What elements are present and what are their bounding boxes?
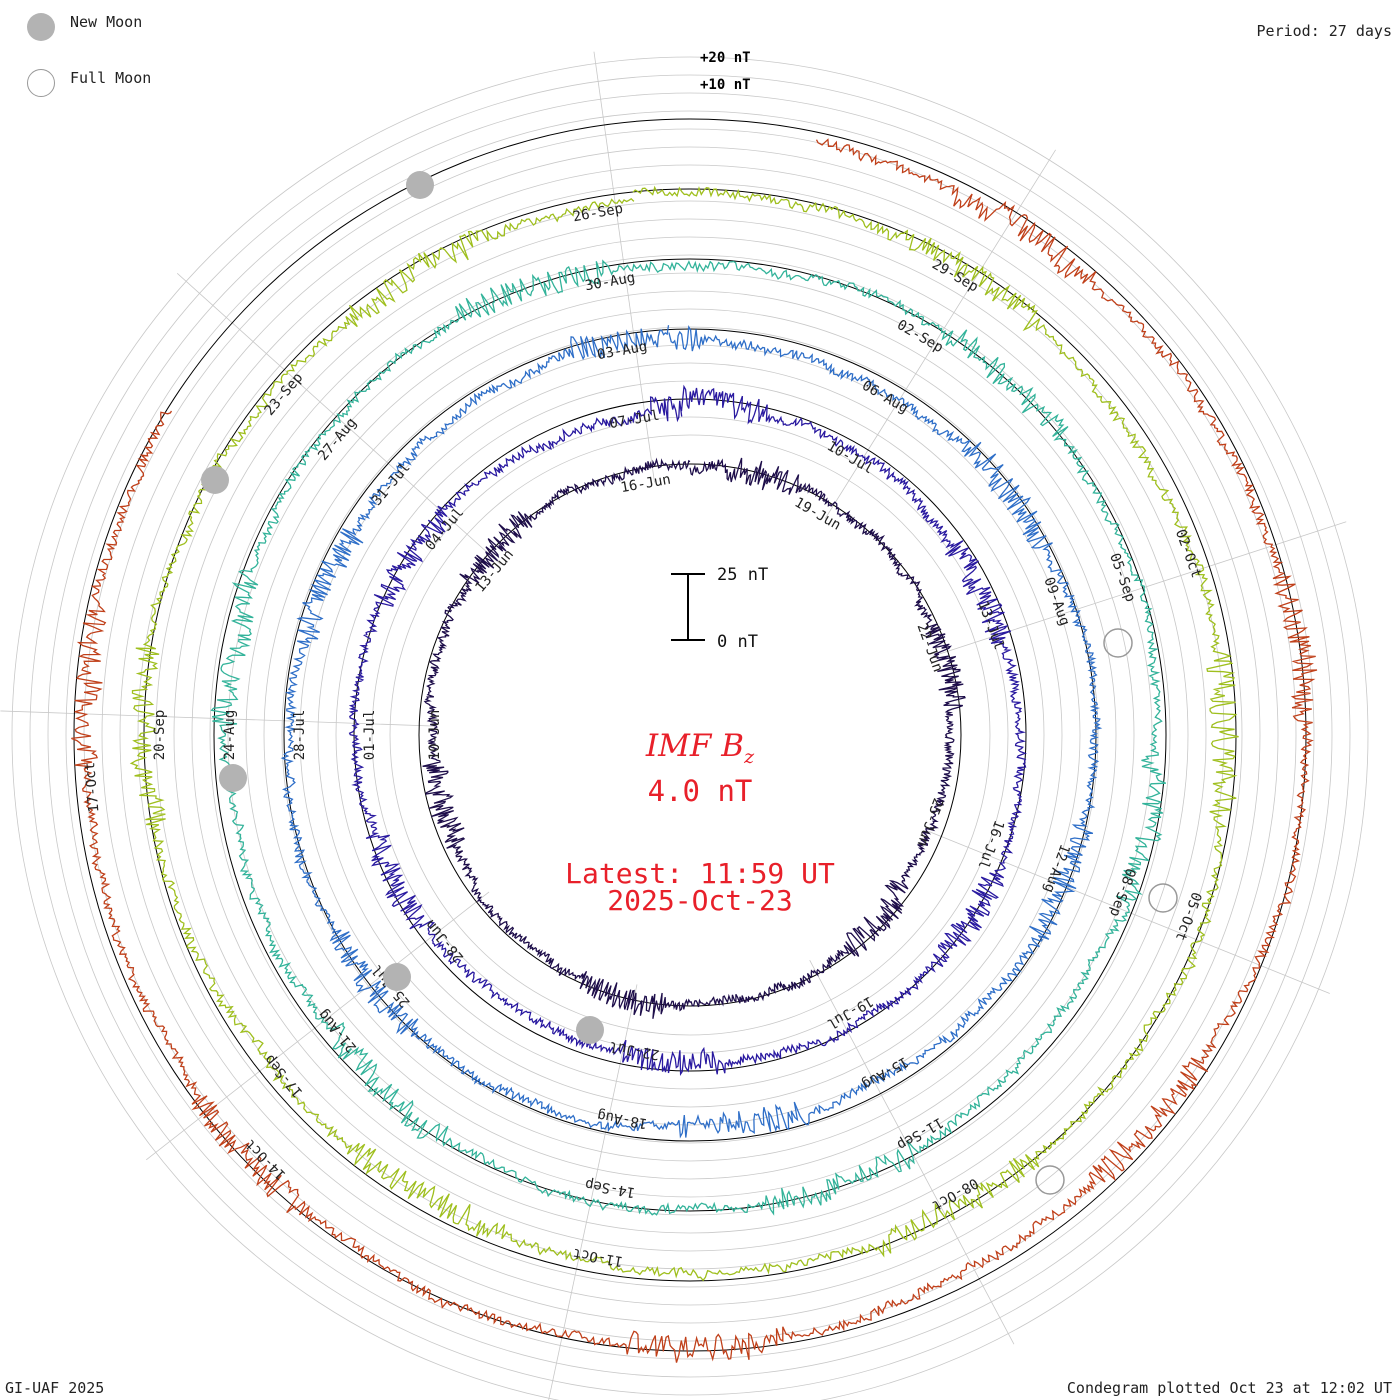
- grid-circle: [335, 380, 1045, 1090]
- grid-circle: [245, 290, 1135, 1180]
- grid-circle: [173, 218, 1207, 1252]
- period-label: Period: 27 days: [1256, 22, 1392, 40]
- date-tick-label: 17-Sep: [262, 1051, 307, 1100]
- chart-title: IMF Bz: [0, 728, 1400, 768]
- scale-bar-top-label: 25 nT: [717, 565, 768, 585]
- new-moon-marker: [201, 466, 229, 494]
- new-moon-legend-icon: [27, 13, 55, 41]
- grid-spoke: [146, 891, 490, 1161]
- date-tick-label: 02-Sep: [894, 317, 946, 356]
- series-line: [210, 259, 1167, 1216]
- date-tick-label: 20-Sep: [152, 710, 168, 761]
- grid-spoke: [932, 521, 1347, 657]
- grid-circle: [317, 362, 1063, 1108]
- zero-baseline: [418, 463, 962, 1007]
- date-tick-label: 06-Aug: [859, 378, 911, 417]
- date-tick-label: 27-Aug: [315, 415, 360, 464]
- latest-time: Latest: 11:59 UT: [565, 857, 835, 890]
- series-line: [348, 384, 1028, 1077]
- date-tick-label: 16-Jun: [619, 472, 672, 497]
- date-tick-label: 17-Oct: [82, 761, 102, 813]
- grid-circle: [137, 182, 1243, 1288]
- grid-circle: [101, 146, 1279, 1324]
- new-moon-marker: [219, 764, 247, 792]
- latest-date: 2025-Oct-23: [607, 884, 793, 917]
- credit-label: GI-UAF 2025: [5, 1379, 105, 1397]
- grid-circle: [29, 74, 1351, 1396]
- scale-bar-bottom-label: 0 nT: [717, 632, 758, 652]
- full-moon-legend-label: Full Moon: [70, 69, 152, 87]
- date-tick-label: 24-Aug: [222, 710, 238, 761]
- date-tick-label: 05-Sep: [1106, 551, 1138, 604]
- grid-circle: [119, 164, 1261, 1306]
- scale-label: +10 nT: [700, 77, 751, 93]
- title-main: IMF B: [645, 728, 745, 764]
- zero-baseline: [213, 258, 1167, 1212]
- grid-circle: [155, 200, 1225, 1270]
- date-tick-label: 19-Jul: [824, 993, 876, 1032]
- date-tick-label: 07-Jul: [608, 408, 661, 433]
- zero-baseline: [143, 188, 1237, 1282]
- date-tick-label: 11-Oct: [572, 1245, 625, 1270]
- grid-spoke: [593, 51, 655, 483]
- date-tick-label: 13-Jul: [975, 599, 1007, 652]
- date-tick-label: 02-Oct: [1172, 527, 1204, 580]
- new-moon-legend-label: New Moon: [70, 13, 143, 31]
- grid-circle: [281, 326, 1099, 1144]
- date-tick-label: 26-Sep: [572, 201, 625, 226]
- date-tick-label: 30-Aug: [584, 270, 637, 295]
- grid-circle: [371, 416, 1009, 1054]
- series-line: [71, 138, 1318, 1363]
- date-tick-label: 19-Jun: [792, 495, 844, 534]
- grid-circle: [191, 236, 1189, 1234]
- series-line: [422, 457, 966, 1019]
- grid-circle: [65, 110, 1315, 1360]
- grid-circle: [209, 254, 1171, 1216]
- full-moon-legend-icon: [27, 69, 55, 97]
- new-moon-marker: [383, 963, 411, 991]
- grid-circle: [47, 92, 1333, 1378]
- series-line: [280, 325, 1103, 1139]
- date-tick-label: 22-Jul: [608, 1038, 661, 1063]
- full-moon-marker: [1035, 1165, 1065, 1195]
- new-moon-marker: [406, 171, 434, 199]
- grid-circle: [11, 56, 1369, 1400]
- date-tick-label: 10-Jun: [427, 710, 443, 761]
- grid-circle: [227, 272, 1153, 1198]
- date-tick-label: 15-Aug: [859, 1053, 911, 1092]
- grid-circle: [389, 434, 991, 1036]
- current-value: 4.0 nT: [647, 774, 753, 808]
- title-subscript: z: [744, 746, 755, 769]
- date-tick-label: 28-Jul: [292, 710, 308, 761]
- date-tick-label: 04-Jul: [422, 505, 467, 554]
- plotted-timestamp: Condegram plotted Oct 23 at 12:02 UT: [1066, 1379, 1392, 1397]
- series-line: [129, 185, 1239, 1282]
- grid-circle: [263, 308, 1117, 1162]
- date-tick-label: 28-Jun: [422, 916, 467, 965]
- grid-circle: [299, 344, 1081, 1126]
- scale-label: +20 nT: [700, 50, 751, 66]
- full-moon-marker: [1148, 883, 1178, 913]
- date-tick-label: 31-Jul: [369, 460, 414, 509]
- date-tick-label: 03-Aug: [596, 339, 649, 364]
- full-moon-marker: [1103, 628, 1133, 658]
- date-tick-label: 01-Jul: [362, 710, 378, 761]
- grid-spoke: [548, 984, 638, 1400]
- new-moon-marker: [576, 1016, 604, 1044]
